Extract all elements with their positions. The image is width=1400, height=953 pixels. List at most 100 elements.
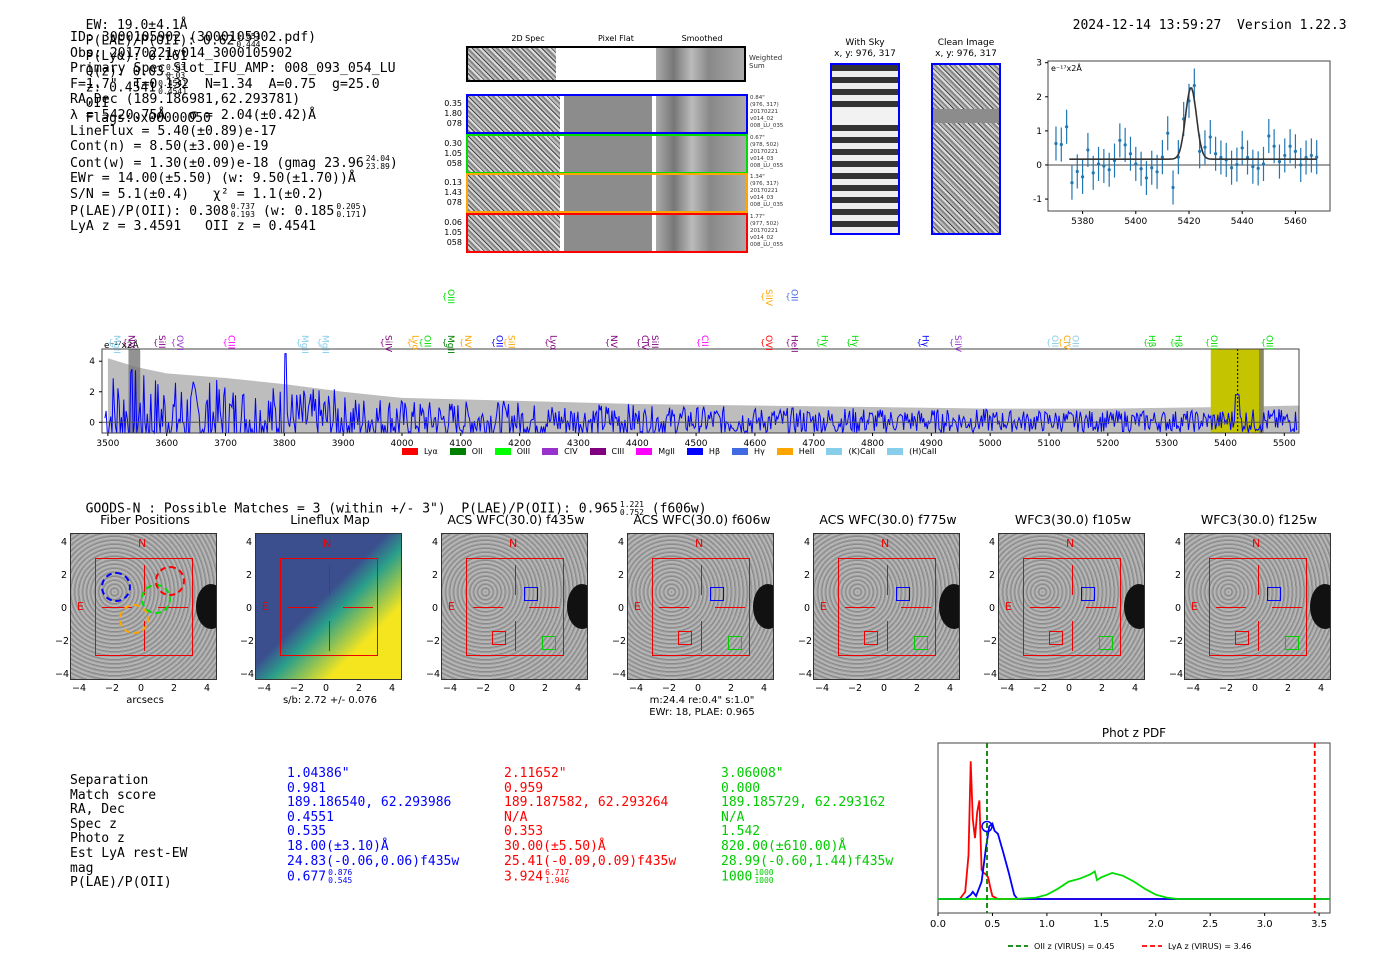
line-label-hβ: Hβ <box>1146 335 1156 348</box>
fiber-row-3 <box>466 212 748 253</box>
crosshair-e <box>473 607 503 608</box>
x-tick-label: −4 <box>257 683 272 694</box>
x-tick-label: 4 <box>1132 683 1139 694</box>
data-point <box>1171 185 1175 190</box>
line-label-oiii: OIII <box>1264 335 1274 350</box>
line-label-bracket: { <box>491 338 496 347</box>
x-tick-label: −4 <box>1186 683 1201 694</box>
header-summary: EW: 19.0±4.1Å P(LAE)/P(OII): 0.62 1.051 0.… <box>70 3 276 126</box>
compass-north: N <box>509 537 518 550</box>
z-hi: 0.4541 <box>158 79 188 88</box>
line-label-bracket: { <box>442 292 447 301</box>
y-tick-label: −2 <box>612 636 627 647</box>
crosshair-n <box>329 565 330 595</box>
gaussian-fit-line <box>1069 87 1317 160</box>
y-tick-label: −4 <box>798 669 813 680</box>
weighted-2dspec <box>468 48 556 80</box>
table-row-label: RA, Dec <box>70 802 125 818</box>
legend-swatch <box>589 448 606 455</box>
crosshair-e <box>845 607 875 608</box>
data-point <box>1251 165 1255 169</box>
line-label-bracket: { <box>153 338 158 347</box>
line-label-oiii: OIII <box>445 289 455 304</box>
legend-item: (K)CaII <box>826 447 875 456</box>
line-label-oii: OII <box>788 289 798 301</box>
plot-frame <box>937 742 1331 914</box>
x-tick-label: 2 <box>1099 683 1106 694</box>
table-cell: 18.00(±3.10)Å <box>287 838 389 854</box>
y-tick-label: −2 <box>55 636 70 647</box>
legend-item: Hγ <box>732 447 765 456</box>
with-sky-xy: x, y: 976, 317 <box>834 49 896 59</box>
data-point <box>1139 167 1143 171</box>
match-box-red <box>1049 631 1063 645</box>
fiber-row-0 <box>466 94 748 134</box>
pdf-series-green <box>938 869 1330 900</box>
legend-swatch <box>402 448 418 455</box>
x-tick-label: 5000 <box>979 439 1002 449</box>
table-row-label: Spec z <box>70 816 117 832</box>
col-title-smoothed: Smoothed <box>681 34 723 43</box>
version: Version 1.22.3 <box>1237 18 1347 33</box>
x-tick-label: 5500 <box>1273 439 1296 449</box>
x-tick-label: 5300 <box>1155 439 1178 449</box>
line-label-ovi: OVI <box>763 335 773 351</box>
y-tick-label: −4 <box>426 669 441 680</box>
data-point <box>1288 144 1292 148</box>
line-label-bracket: { <box>380 338 385 347</box>
data-point <box>1160 155 1164 159</box>
fiber-2dspec <box>468 135 560 172</box>
table-cell: 0.535 <box>287 824 327 840</box>
data-point <box>1075 169 1079 174</box>
y-tick-label: 4 <box>60 537 67 548</box>
line-legend: Lyα OII OIII CIV CIII MgII Hβ Hγ HeII (K)CaII (H)C… <box>402 447 949 456</box>
info-z: LyA z = 3.4591 OII z = 0.4541 <box>70 219 317 235</box>
y-tick-label: −2 <box>798 636 813 647</box>
info-primary: Primary Spec_Slot_IFU_AMP: 008_093_054_L… <box>70 61 396 77</box>
x-tick-label: −2 <box>1033 683 1048 694</box>
line-label-bracket: { <box>636 338 641 347</box>
x-tick-label: 1.5 <box>1093 919 1109 930</box>
catalog-filter: (f606w) <box>651 501 707 517</box>
compass-east: E <box>1005 600 1012 613</box>
x-tick-label: 5420 <box>1178 217 1201 227</box>
line-fit-plot: -1 0 1 2 3 5380 5400 5420 5440 5460 e⁻¹⁷x2Å <box>1033 59 1331 227</box>
line-label-bracket: { <box>1046 338 1051 347</box>
crosshair-w <box>158 607 188 608</box>
line-label-bracket: { <box>646 338 651 347</box>
qz-value: Q(z): 0.03 <box>85 64 164 80</box>
x-tick-label: 3800 <box>273 439 296 449</box>
x-tick-label: 5380 <box>1071 217 1094 227</box>
y-tick-label: 2 <box>617 570 624 581</box>
y-tick-label: 4 <box>89 357 95 367</box>
table-cell: 1000 1000 1000 <box>721 869 893 885</box>
match-box-red <box>678 631 692 645</box>
y-tick-label: −2 <box>983 636 998 647</box>
plot-title: Phot z PDF <box>1102 726 1166 740</box>
x-tick-label: 0.0 <box>930 919 946 930</box>
x-tick-label: 2.0 <box>1148 919 1164 930</box>
table-cell: 0.981 <box>287 780 327 796</box>
compass-east: E <box>77 600 84 613</box>
crosshair-s <box>144 621 145 651</box>
y-tick-label: −4 <box>240 669 255 680</box>
fiber-smoothed <box>656 135 746 172</box>
y-tick-label: 4 <box>245 537 252 548</box>
fiber-pixelflat <box>564 175 652 211</box>
line-label-bracket: { <box>418 338 423 347</box>
x-tick-label: 3600 <box>155 439 178 449</box>
line-label-nv: NV <box>462 335 472 349</box>
fiber-2dspec <box>468 214 560 251</box>
legend-item: MgII <box>636 447 675 456</box>
x-tick-label: 4300 <box>567 439 590 449</box>
data-point <box>1203 145 1207 149</box>
y-tick-label: 0 <box>617 603 624 614</box>
x-tick-label: −2 <box>290 683 305 694</box>
data-point <box>1086 148 1090 152</box>
data-point <box>1256 166 1260 170</box>
fiber-gap <box>652 96 656 132</box>
legend-swatch <box>732 448 749 455</box>
with-sky-header: With Sky x, y: 976, 317 <box>828 38 902 60</box>
legend-label: Lyα <box>424 447 438 456</box>
